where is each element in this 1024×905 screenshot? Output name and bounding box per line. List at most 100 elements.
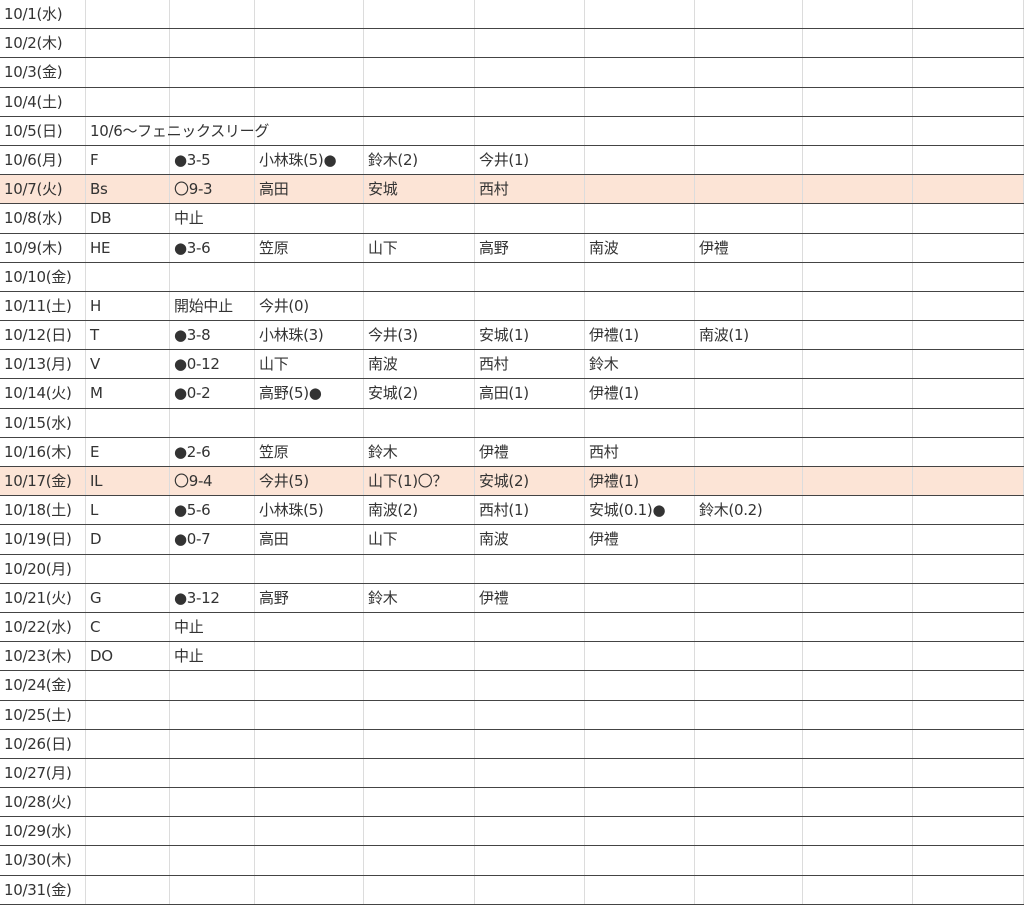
pitcher-3-cell[interactable]: 西村(1)	[475, 496, 585, 525]
date-cell[interactable]: 10/2(木)	[0, 29, 86, 58]
pitcher-3-cell[interactable]: 伊禮	[475, 437, 585, 466]
result-cell[interactable]	[170, 875, 255, 904]
pitcher-1-cell[interactable]: 今井(0)	[255, 291, 364, 321]
pitcher-3-cell[interactable]: 高野	[475, 233, 585, 262]
pitcher-2-cell[interactable]: 南波(2)	[364, 496, 475, 525]
pitcher-4-cell[interactable]	[585, 262, 695, 291]
pitcher-2-cell[interactable]: 鈴木	[364, 437, 475, 466]
empty-cell[interactable]	[803, 233, 913, 262]
pitcher-4-cell[interactable]	[585, 788, 695, 817]
pitcher-2-cell[interactable]	[364, 262, 475, 291]
pitcher-1-cell[interactable]	[255, 58, 364, 87]
pitcher-1-cell[interactable]	[255, 700, 364, 729]
pitcher-5-cell[interactable]	[695, 350, 803, 379]
pitcher-1-cell[interactable]: 高野	[255, 583, 364, 612]
opponent-cell[interactable]: C	[86, 612, 170, 642]
pitcher-2-cell[interactable]: 山下(1)〇？	[364, 467, 475, 496]
pitcher-1-cell[interactable]: 高田	[255, 175, 364, 204]
pitcher-4-cell[interactable]	[585, 87, 695, 116]
date-cell[interactable]: 10/9(木)	[0, 233, 86, 262]
pitcher-1-cell[interactable]	[255, 87, 364, 116]
opponent-cell[interactable]	[86, 408, 170, 437]
pitcher-1-cell[interactable]	[255, 204, 364, 233]
opponent-cell[interactable]	[86, 788, 170, 817]
date-cell[interactable]: 10/27(月)	[0, 758, 86, 788]
empty-cell[interactable]	[913, 671, 1024, 700]
pitcher-4-cell[interactable]	[585, 846, 695, 875]
pitcher-5-cell[interactable]	[695, 846, 803, 875]
pitcher-5-cell[interactable]	[695, 671, 803, 700]
result-cell[interactable]	[170, 0, 255, 29]
date-cell[interactable]: 10/6(月)	[0, 145, 86, 175]
result-cell[interactable]: 開始中止	[170, 291, 255, 321]
pitcher-3-cell[interactable]	[475, 846, 585, 875]
pitcher-5-cell[interactable]: 鈴木(0.2)	[695, 496, 803, 525]
result-cell[interactable]: ●2-6	[170, 437, 255, 466]
pitcher-5-cell[interactable]	[695, 116, 803, 145]
empty-cell[interactable]	[913, 379, 1024, 408]
result-cell[interactable]: 中止	[170, 642, 255, 671]
pitcher-4-cell[interactable]	[585, 408, 695, 437]
empty-cell[interactable]	[803, 350, 913, 379]
pitcher-1-cell[interactable]	[255, 0, 364, 29]
pitcher-4-cell[interactable]: 伊禮(1)	[585, 321, 695, 350]
empty-cell[interactable]	[913, 554, 1024, 583]
pitcher-3-cell[interactable]: 安城(2)	[475, 467, 585, 496]
result-cell[interactable]: 中止	[170, 204, 255, 233]
result-cell[interactable]	[170, 87, 255, 116]
pitcher-4-cell[interactable]: 安城(0.1)●	[585, 496, 695, 525]
empty-cell[interactable]	[803, 642, 913, 671]
pitcher-3-cell[interactable]: 南波	[475, 525, 585, 554]
pitcher-4-cell[interactable]	[585, 758, 695, 788]
pitcher-5-cell[interactable]: 南波(1)	[695, 321, 803, 350]
pitcher-3-cell[interactable]	[475, 758, 585, 788]
pitcher-2-cell[interactable]: 今井(3)	[364, 321, 475, 350]
pitcher-1-cell[interactable]	[255, 408, 364, 437]
opponent-cell[interactable]: T	[86, 321, 170, 350]
pitcher-2-cell[interactable]	[364, 758, 475, 788]
empty-cell[interactable]	[803, 467, 913, 496]
opponent-cell[interactable]: Bs	[86, 175, 170, 204]
pitcher-4-cell[interactable]	[585, 612, 695, 642]
empty-cell[interactable]	[803, 0, 913, 29]
pitcher-5-cell[interactable]	[695, 758, 803, 788]
empty-cell[interactable]	[803, 58, 913, 87]
pitcher-3-cell[interactable]	[475, 408, 585, 437]
pitcher-4-cell[interactable]	[585, 29, 695, 58]
pitcher-4-cell[interactable]	[585, 554, 695, 583]
opponent-cell[interactable]: DB	[86, 204, 170, 233]
opponent-cell[interactable]	[86, 817, 170, 846]
pitcher-3-cell[interactable]: 西村	[475, 350, 585, 379]
pitcher-4-cell[interactable]	[585, 671, 695, 700]
empty-cell[interactable]	[913, 291, 1024, 321]
date-cell[interactable]: 10/10(金)	[0, 262, 86, 291]
result-cell[interactable]: ●5-6	[170, 496, 255, 525]
opponent-cell[interactable]: D	[86, 525, 170, 554]
date-cell[interactable]: 10/1(水)	[0, 0, 86, 29]
pitcher-4-cell[interactable]	[585, 291, 695, 321]
result-cell[interactable]: 中止	[170, 612, 255, 642]
opponent-cell[interactable]	[86, 58, 170, 87]
empty-cell[interactable]	[913, 496, 1024, 525]
date-cell[interactable]: 10/26(日)	[0, 729, 86, 758]
pitcher-5-cell[interactable]	[695, 729, 803, 758]
empty-cell[interactable]	[913, 700, 1024, 729]
pitcher-2-cell[interactable]	[364, 817, 475, 846]
pitcher-5-cell[interactable]	[695, 700, 803, 729]
pitcher-1-cell[interactable]	[255, 29, 364, 58]
result-cell[interactable]: ●3-6	[170, 233, 255, 262]
result-cell[interactable]	[170, 846, 255, 875]
pitcher-3-cell[interactable]	[475, 700, 585, 729]
empty-cell[interactable]	[913, 175, 1024, 204]
opponent-cell[interactable]: F	[86, 145, 170, 175]
date-cell[interactable]: 10/31(金)	[0, 875, 86, 904]
empty-cell[interactable]	[913, 525, 1024, 554]
pitcher-4-cell[interactable]	[585, 145, 695, 175]
empty-cell[interactable]	[803, 29, 913, 58]
pitcher-2-cell[interactable]	[364, 671, 475, 700]
opponent-cell[interactable]	[86, 758, 170, 788]
empty-cell[interactable]	[803, 788, 913, 817]
empty-cell[interactable]	[913, 29, 1024, 58]
empty-cell[interactable]	[913, 116, 1024, 145]
pitcher-5-cell[interactable]	[695, 875, 803, 904]
